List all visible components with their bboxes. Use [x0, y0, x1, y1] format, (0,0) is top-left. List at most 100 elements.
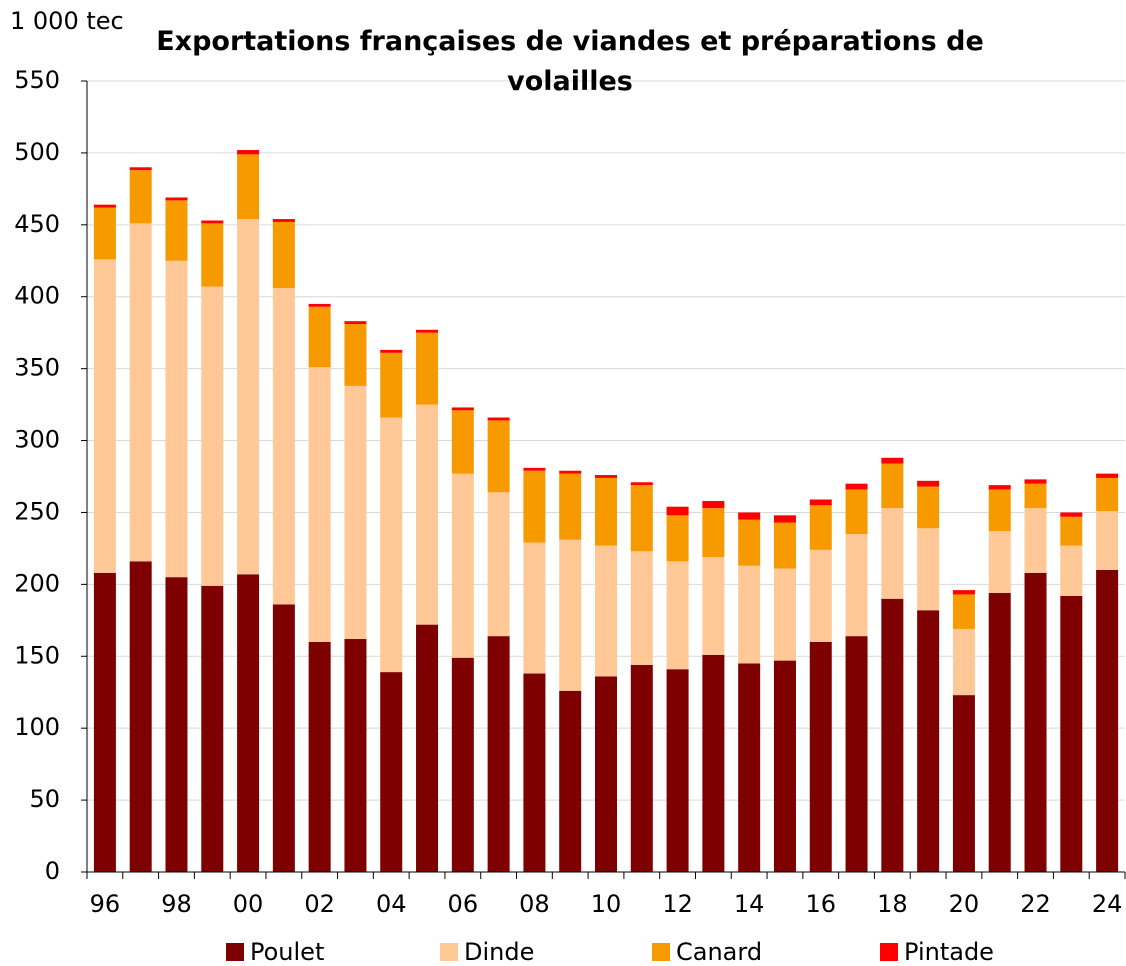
legend-swatch: [226, 943, 244, 961]
y-tick-label: 350: [14, 354, 60, 382]
bar-segment: [1096, 511, 1119, 570]
bar-segment: [988, 531, 1011, 593]
legend-label: Canard: [676, 938, 762, 966]
bar-segment: [1096, 569, 1119, 872]
bar-segment: [523, 470, 546, 543]
bar-segment: [595, 477, 617, 546]
bar-segment: [487, 636, 510, 872]
bar-segment: [702, 557, 725, 655]
bar-segment: [487, 417, 510, 421]
bar-segment: [1060, 545, 1083, 596]
bar-segment: [809, 549, 832, 642]
bar-segment: [416, 404, 439, 625]
bar-segment: [272, 219, 295, 222]
bar-segment: [952, 590, 975, 595]
bar-segment: [1060, 516, 1083, 546]
bar-segment: [666, 561, 689, 670]
x-tick-label: 22: [1020, 890, 1051, 918]
bar-segment: [559, 470, 582, 474]
bar-segment: [881, 598, 904, 872]
bar-segment: [93, 572, 116, 872]
bar-segment: [93, 204, 116, 208]
bar-segment: [666, 515, 689, 562]
bar-segment: [523, 673, 546, 872]
bar-segment: [952, 695, 975, 872]
bar-segment: [988, 489, 1011, 532]
bar-segment: [451, 407, 474, 411]
bar-segment: [595, 475, 617, 478]
bar-segment: [129, 561, 152, 872]
y-tick-label: 0: [45, 857, 60, 885]
bar-segment: [93, 207, 116, 260]
bar-segment: [1024, 572, 1047, 872]
bar-segment: [93, 259, 116, 573]
bar-segment: [702, 654, 725, 872]
bar-segment: [523, 467, 546, 471]
bar-segment: [129, 167, 152, 171]
bar-segment: [666, 506, 689, 516]
legend-label: Pintade: [904, 938, 994, 966]
bar-segment: [165, 200, 188, 261]
bar-segment: [952, 594, 975, 629]
bar-segment: [1096, 473, 1119, 478]
y-tick-label: 100: [14, 713, 60, 741]
bar-segment: [559, 539, 582, 691]
y-tick-label: 300: [14, 426, 60, 454]
bar-segment: [272, 604, 295, 872]
bar-segment: [845, 534, 868, 637]
bar-segment: [523, 542, 546, 674]
x-tick-label: 98: [161, 890, 192, 918]
x-tick-label: 10: [591, 890, 622, 918]
bar-segment: [272, 288, 295, 605]
bar-segment: [845, 636, 868, 872]
x-tick-label: 12: [662, 890, 693, 918]
bar-segment: [630, 664, 653, 872]
bar-segment: [881, 508, 904, 599]
y-tick-label: 400: [14, 282, 60, 310]
legend-label: Dinde: [464, 938, 534, 966]
bar-segment: [129, 223, 152, 562]
legend-label: Poulet: [250, 938, 324, 966]
bar-segment: [344, 385, 367, 640]
bar-segment: [845, 489, 868, 535]
bar-segment: [630, 482, 653, 486]
bar-segment: [165, 197, 188, 201]
bar-segment: [165, 577, 188, 872]
bar-segment: [487, 492, 510, 637]
x-tick-label: 96: [90, 890, 121, 918]
bar-segment: [380, 417, 403, 673]
x-tick-label: 16: [805, 890, 836, 918]
bar-segment: [809, 641, 832, 872]
bar-segment: [308, 303, 331, 307]
bar-segment: [487, 420, 510, 493]
bar-segment: [773, 515, 796, 523]
bar-segment: [380, 349, 403, 353]
bar-segment: [344, 321, 367, 325]
y-tick-label: 150: [14, 641, 60, 669]
bar-segment: [201, 585, 224, 872]
bar-segment: [559, 473, 582, 540]
bar-segment: [917, 486, 940, 529]
bar-segment: [738, 512, 761, 520]
bar-segment: [917, 528, 940, 611]
bar-segment: [201, 286, 224, 586]
bar-segment: [881, 463, 904, 509]
bar-segment: [237, 574, 260, 872]
y-tick-label: 550: [14, 66, 60, 94]
legend-swatch: [652, 943, 670, 961]
x-tick-label: 04: [376, 890, 407, 918]
bar-segment: [559, 690, 582, 872]
bar-segment: [881, 457, 904, 464]
bar-segment: [773, 660, 796, 872]
bar-segment: [237, 219, 260, 575]
bar-segment: [773, 522, 796, 569]
x-tick-label: 00: [233, 890, 264, 918]
bar-segment: [738, 663, 761, 872]
bar-segment: [1096, 477, 1119, 512]
bar-segment: [451, 410, 474, 474]
bar-segment: [917, 610, 940, 872]
bar-segment: [344, 324, 367, 386]
bar-segment: [952, 628, 975, 696]
